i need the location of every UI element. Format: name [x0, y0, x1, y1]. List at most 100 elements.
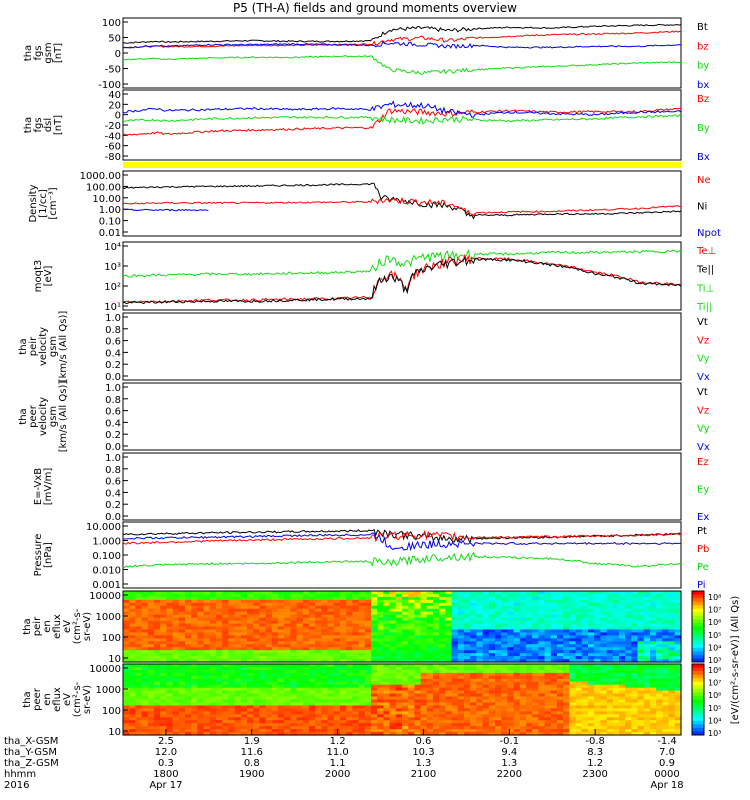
heatmap-cell [612, 693, 620, 698]
heatmap-cell [333, 638, 341, 642]
heatmap-cell [606, 675, 614, 680]
heatmap-cell [637, 626, 645, 631]
heatmap-cell [501, 678, 508, 683]
heatmap-cell [650, 644, 657, 648]
heatmap-cell [364, 717, 372, 721]
heatmap-cell [488, 632, 496, 636]
heatmap-cell [426, 732, 434, 736]
heatmap-cell [526, 664, 533, 668]
heatmap-cell [625, 675, 632, 680]
footer-value: 0.6 [415, 736, 432, 747]
heatmap-cell [309, 717, 316, 721]
heatmap-cell [538, 687, 546, 692]
heatmap-cell [594, 638, 601, 642]
heatmap-cell [600, 675, 608, 680]
heatmap-cell [259, 669, 267, 674]
heatmap-cell [402, 732, 409, 736]
heatmap-cell [488, 681, 496, 686]
heatmap-cell [501, 666, 508, 671]
heatmap-cell [526, 708, 533, 712]
heatmap-cell [501, 723, 508, 727]
heatmap-cell [383, 681, 391, 686]
heatmap-cell [203, 675, 211, 680]
heatmap-cell [519, 669, 527, 674]
heatmap-cell [185, 647, 192, 651]
heatmap-cell [203, 632, 211, 636]
heatmap-cell [650, 714, 657, 718]
heatmap-cell [240, 596, 248, 601]
heatmap-cell [333, 608, 341, 613]
heatmap-cell [209, 693, 217, 698]
heatmap-cell [594, 732, 601, 736]
heatmap-cell [631, 602, 639, 607]
heatmap-cell [414, 696, 422, 701]
heatmap-cell [674, 708, 682, 712]
heatmap-cell [383, 623, 391, 628]
heatmap-cell [420, 699, 428, 704]
heatmap-cell [526, 593, 533, 598]
heatmap-cell [550, 632, 558, 636]
series-Bx [122, 100, 682, 118]
heatmap-cell [544, 729, 552, 733]
heatmap-cell [253, 717, 260, 721]
heatmap-cell [612, 626, 620, 631]
heatmap-cell [278, 611, 285, 616]
heatmap-cell [619, 678, 626, 683]
heatmap-cell [309, 591, 316, 595]
heatmap-cell [594, 687, 601, 692]
heatmap-cell [619, 681, 626, 686]
heatmap-cell [538, 617, 546, 622]
heatmap-cell [668, 714, 676, 718]
heatmap-cell [234, 647, 242, 651]
heatmap-cell [662, 602, 670, 607]
heatmap-cell [408, 596, 415, 601]
heatmap-cell [588, 672, 595, 677]
heatmap-cell [253, 666, 260, 671]
heatmap-cell [259, 608, 267, 613]
heatmap-cell [209, 681, 217, 686]
heatmap-cell [315, 626, 322, 631]
heatmap-cell [581, 678, 589, 683]
heatmap-cell [550, 696, 558, 701]
heatmap-cell [451, 717, 459, 721]
heatmap-cell [129, 596, 136, 601]
heatmap-cell [594, 659, 601, 663]
footer-value: 0.3 [157, 758, 174, 769]
heatmap-cell [191, 602, 198, 607]
legend-bx: bx [697, 80, 709, 91]
heatmap-cell [439, 608, 446, 613]
heatmap-cell [495, 638, 502, 642]
series-Te⊥ [122, 253, 682, 304]
heatmap-cell [302, 650, 310, 654]
heatmap-cell [309, 699, 316, 704]
heatmap-cell [346, 699, 353, 704]
heatmap-cell [581, 593, 589, 598]
heatmap-cell [123, 717, 130, 721]
y-tick-label: 0.2 [105, 500, 121, 511]
heatmap-cell [643, 599, 651, 604]
heatmap-cell [240, 717, 248, 721]
heatmap-cell [172, 644, 180, 648]
heatmap-cell [433, 656, 440, 660]
heatmap-cell [259, 632, 267, 636]
heatmap-cell [414, 653, 422, 657]
heatmap-cell [612, 653, 620, 657]
heatmap-cell [532, 596, 539, 601]
heatmap-cell [302, 714, 310, 718]
heatmap-cell [135, 659, 143, 663]
heatmap-cell [185, 659, 192, 663]
colorbar-segment [692, 637, 704, 642]
heatmap-cell [135, 702, 143, 707]
heatmap-cell [519, 632, 527, 636]
heatmap-cell [284, 611, 291, 616]
heatmap-cell [302, 608, 310, 613]
heatmap-cell [296, 711, 304, 715]
heatmap-cell [209, 675, 217, 680]
heatmap-cell [160, 596, 167, 601]
heatmap-cell [377, 611, 384, 616]
heatmap-cell [588, 599, 595, 604]
heatmap-cell [253, 632, 260, 636]
heatmap-cell [160, 690, 167, 695]
heatmap-cell [563, 681, 570, 686]
heatmap-cell [315, 614, 322, 619]
